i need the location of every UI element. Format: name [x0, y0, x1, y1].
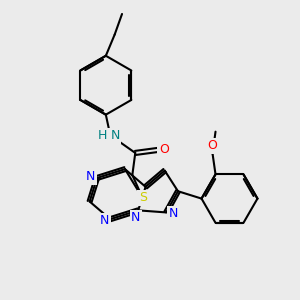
Text: N: N	[131, 211, 141, 224]
Text: O: O	[208, 139, 218, 152]
Text: H: H	[98, 129, 108, 142]
Text: S: S	[139, 191, 147, 205]
Text: N: N	[100, 214, 109, 227]
Text: N: N	[111, 129, 120, 142]
Text: N: N	[86, 170, 95, 183]
Text: N: N	[169, 207, 178, 220]
Text: O: O	[159, 143, 169, 157]
